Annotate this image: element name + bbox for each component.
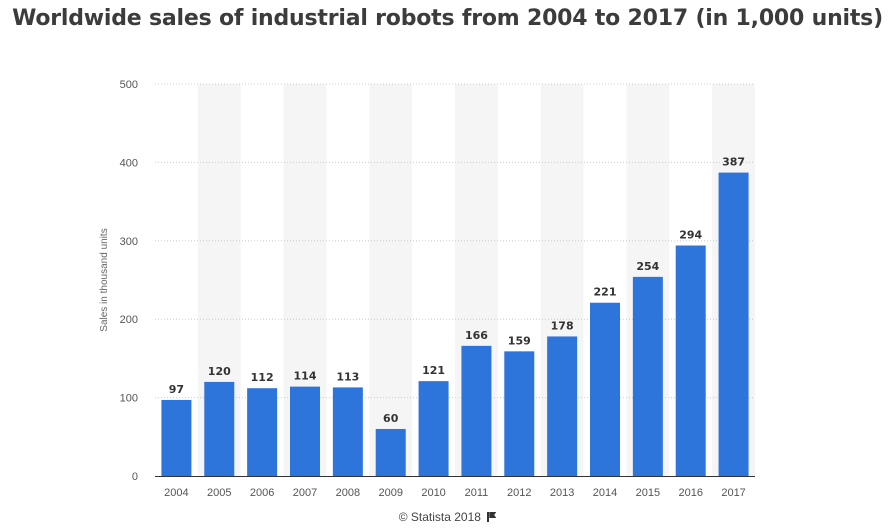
value-label-2013: 178 — [551, 319, 574, 332]
bar-2010 — [418, 381, 449, 476]
bars — [161, 172, 749, 477]
bar-2004 — [161, 399, 192, 476]
x-tick-label-2004: 2004 — [164, 487, 188, 499]
x-tick-label-2008: 2008 — [336, 487, 360, 499]
value-label-2016: 294 — [679, 229, 702, 242]
y-tick-label: 300 — [120, 236, 138, 248]
bar-2005 — [204, 381, 235, 476]
bar-2011 — [461, 345, 492, 476]
bar-2017 — [718, 172, 749, 477]
footer: © Statista 2018 — [0, 510, 895, 524]
value-label-2007: 114 — [294, 370, 317, 383]
value-label-2009: 60 — [383, 412, 399, 425]
x-tick-label-2016: 2016 — [678, 487, 702, 499]
value-label-2015: 254 — [636, 260, 659, 273]
bar-2016 — [675, 245, 706, 476]
x-tick-label-2005: 2005 — [207, 487, 231, 499]
bar-2013 — [547, 336, 578, 476]
y-tick-label: 500 — [120, 79, 138, 91]
y-tick-label: 400 — [120, 157, 138, 169]
bar-2012 — [504, 351, 535, 476]
y-tick-label: 200 — [120, 314, 138, 326]
x-tick-label-2017: 2017 — [721, 487, 745, 499]
value-label-2004: 97 — [169, 383, 184, 396]
y-tick-label: 100 — [120, 393, 138, 405]
x-tick-label-2012: 2012 — [507, 487, 531, 499]
value-label-2006: 112 — [251, 371, 274, 384]
value-labels: 97 120 112 114 113 60 121 166 159 178 221 254 294 387 — [169, 156, 745, 425]
y-axis-label: Sales in thousand units — [99, 228, 110, 331]
y-tick-label: 0 — [132, 471, 138, 483]
value-label-2008: 113 — [336, 370, 359, 383]
bar-2008 — [332, 387, 363, 476]
bar-2015 — [632, 276, 663, 476]
x-tick-label-2009: 2009 — [378, 487, 402, 499]
x-tick-label-2011: 2011 — [465, 487, 489, 499]
bar-2014 — [590, 302, 620, 476]
flag-icon[interactable] — [487, 512, 497, 522]
value-label-2014: 221 — [594, 286, 617, 299]
value-label-2011: 166 — [465, 329, 488, 342]
bar-2006 — [247, 388, 278, 476]
x-tick-label-2010: 2010 — [421, 487, 445, 499]
axis-ticks: 0 100 200 300 400 500 2004 2005 2006 2007 2008 2009… — [120, 79, 746, 499]
value-label-2017: 387 — [722, 156, 745, 169]
value-label-2010: 121 — [422, 364, 445, 377]
x-tick-label-2015: 2015 — [636, 487, 660, 499]
x-tick-label-2014: 2014 — [593, 487, 617, 499]
x-tick-label-2006: 2006 — [250, 487, 274, 499]
band-2009 — [369, 84, 413, 476]
x-tick-label-2013: 2013 — [550, 487, 574, 499]
copyright-text: © Statista 2018 — [398, 510, 481, 524]
value-label-2005: 120 — [208, 365, 231, 378]
bar-2009 — [375, 428, 406, 476]
bar-2007 — [290, 386, 320, 476]
x-tick-label-2007: 2007 — [293, 487, 317, 499]
chart-title: Worldwide sales of industrial robots fro… — [12, 6, 883, 31]
value-label-2012: 159 — [508, 334, 531, 347]
